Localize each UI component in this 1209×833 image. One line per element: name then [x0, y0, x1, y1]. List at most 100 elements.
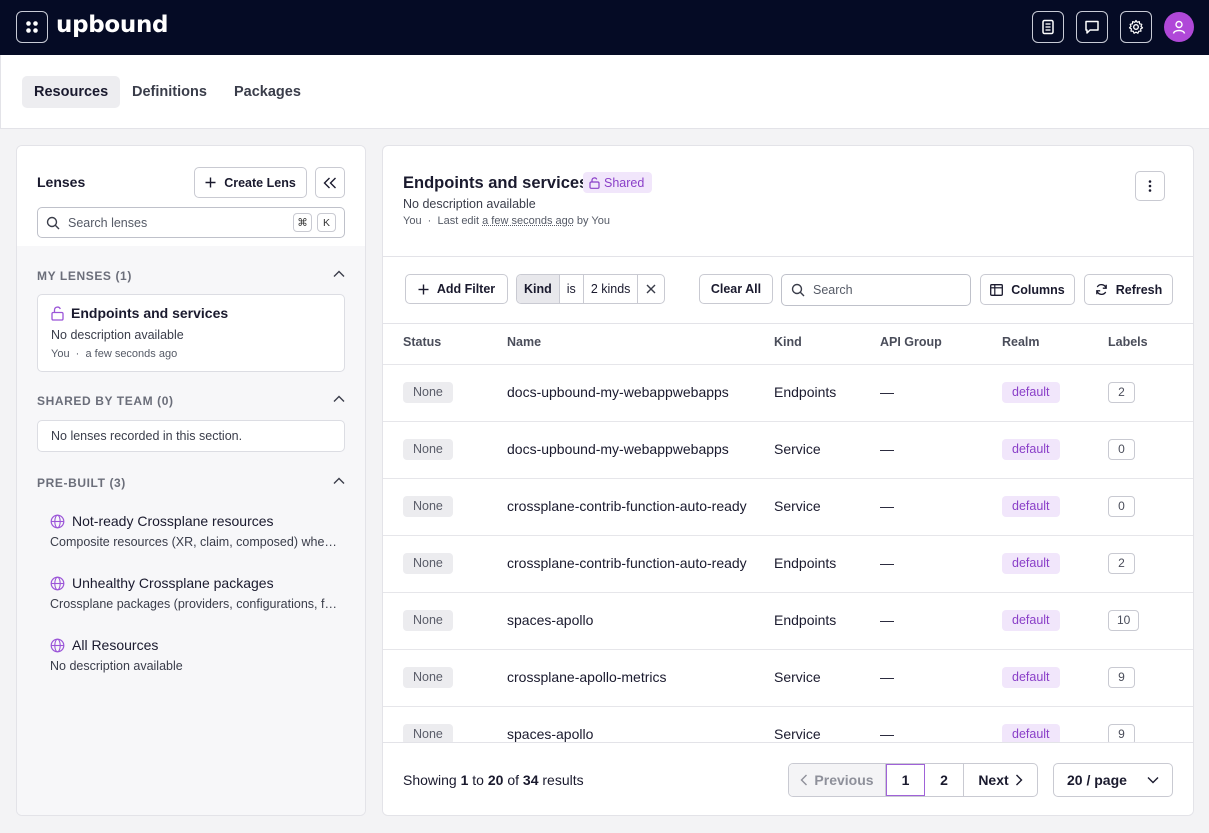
plus-icon — [418, 284, 429, 294]
resource-name[interactable]: spaces-apollo — [507, 726, 594, 742]
apps-menu-button[interactable] — [16, 11, 48, 43]
lenses-title: Lenses — [37, 174, 86, 190]
search-lenses-input[interactable]: Search lenses ⌘ K — [37, 207, 345, 238]
page-1-button[interactable]: 1 — [886, 764, 925, 796]
labels-count-badge[interactable]: 2 — [1108, 553, 1135, 574]
labels-count-badge[interactable]: 0 — [1108, 439, 1135, 460]
resource-kind: Endpoints — [774, 612, 837, 628]
chevron-up-icon[interactable] — [332, 474, 346, 488]
last-editor: You — [591, 215, 610, 227]
view-options-button[interactable] — [1135, 171, 1165, 201]
prebuilt-lens-description: Composite resources (XR, claim, composed… — [50, 535, 340, 549]
tab-packages[interactable]: Packages — [234, 84, 301, 100]
realm-badge: default — [1002, 382, 1060, 403]
shared-by-team-heading: SHARED BY TEAM (0) — [37, 394, 174, 408]
search-icon — [46, 216, 60, 229]
lens-item-time: a few seconds ago — [85, 348, 178, 360]
table-row[interactable]: None spaces-apollo Service — default 9 — [383, 706, 1193, 763]
status-badge: None — [403, 439, 453, 460]
kind-filter-chip[interactable]: Kind is 2 kinds — [516, 274, 666, 304]
pre-built-heading: PRE-BUILT (3) — [37, 476, 126, 490]
column-header-kind[interactable]: Kind — [774, 335, 802, 349]
chevron-down-icon — [1147, 777, 1159, 784]
page-size-value: 20 / page — [1067, 772, 1127, 788]
resource-name[interactable]: docs-upbound-my-webappwebapps — [507, 441, 729, 457]
column-header-labels[interactable]: Labels — [1108, 335, 1148, 349]
resource-name[interactable]: spaces-apollo — [507, 612, 594, 628]
showing-label: Showing — [403, 772, 457, 788]
refresh-button[interactable]: Refresh — [1084, 274, 1173, 305]
chevron-up-icon[interactable] — [332, 267, 346, 281]
resource-name[interactable]: crossplane-contrib-function-auto-ready — [507, 498, 747, 514]
filter-operator[interactable]: is — [560, 275, 584, 303]
realm-badge: default — [1002, 610, 1060, 631]
resource-api-group: — — [880, 669, 894, 685]
globe-icon — [50, 514, 65, 529]
pagination-controls: Previous 1 2 Next — [788, 763, 1038, 797]
table-row[interactable]: None crossplane-apollo-metrics Service —… — [383, 649, 1193, 706]
resource-name[interactable]: crossplane-apollo-metrics — [507, 669, 667, 685]
column-header-status[interactable]: Status — [403, 335, 442, 349]
chat-icon — [1085, 20, 1099, 34]
labels-count-badge[interactable]: 2 — [1108, 382, 1135, 403]
table-row[interactable]: None docs-upbound-my-webappwebapps Endpo… — [383, 364, 1193, 421]
table-search-placeholder: Search — [813, 283, 853, 297]
search-icon — [791, 283, 805, 297]
remove-filter-button[interactable] — [638, 275, 664, 303]
globe-icon — [50, 576, 65, 591]
columns-icon — [990, 283, 1004, 296]
tab-resources[interactable]: Resources — [22, 76, 121, 108]
clear-all-button[interactable]: Clear All — [699, 274, 773, 304]
results-label: results — [542, 772, 584, 788]
resource-view-panel: Endpoints and services Shared No descrip… — [382, 145, 1194, 816]
resource-api-group: — — [880, 498, 894, 514]
tab-definitions[interactable]: Definitions — [132, 84, 207, 100]
filter-field[interactable]: Kind — [517, 275, 560, 303]
status-badge: None — [403, 667, 453, 688]
feedback-button[interactable] — [1076, 11, 1108, 43]
unlock-icon — [51, 306, 64, 321]
lens-item-description: No description available — [51, 328, 184, 342]
resource-name[interactable]: crossplane-contrib-function-auto-ready — [507, 555, 747, 571]
prebuilt-lens-title: Not-ready Crossplane resources — [72, 513, 274, 529]
table-row[interactable]: None crossplane-contrib-function-auto-re… — [383, 478, 1193, 535]
labels-count-badge[interactable]: 10 — [1108, 610, 1140, 631]
columns-label: Columns — [1011, 282, 1065, 297]
collapse-panel-button[interactable] — [315, 167, 345, 198]
columns-button[interactable]: Columns — [980, 274, 1075, 305]
table-row[interactable]: None docs-upbound-my-webappwebapps Servi… — [383, 421, 1193, 478]
next-page-button[interactable]: Next — [964, 764, 1037, 796]
resource-api-group: — — [880, 555, 894, 571]
double-chevron-left-icon — [323, 177, 336, 188]
page-size-select[interactable]: 20 / page — [1053, 763, 1173, 797]
column-header-name[interactable]: Name — [507, 335, 542, 349]
section-tabs: Resources Definitions Packages — [0, 55, 1209, 129]
page-2-button[interactable]: 2 — [925, 764, 964, 796]
column-header-realm[interactable]: Realm — [1002, 335, 1040, 349]
chevron-up-icon[interactable] — [332, 392, 346, 406]
my-lenses-heading: MY LENSES (1) — [37, 269, 132, 283]
shared-badge: Shared — [583, 172, 653, 193]
docs-icon — [1042, 19, 1054, 35]
add-filter-button[interactable]: Add Filter — [405, 274, 508, 304]
table-row[interactable]: None crossplane-contrib-function-auto-re… — [383, 535, 1193, 592]
last-edit-label: Last edit — [437, 215, 480, 227]
docs-button[interactable] — [1032, 11, 1064, 43]
previous-page-button[interactable]: Previous — [789, 764, 886, 796]
column-header-api-group[interactable]: API Group — [880, 335, 942, 349]
apps-grid-icon — [26, 21, 38, 33]
resource-name[interactable]: docs-upbound-my-webappwebapps — [507, 384, 729, 400]
user-avatar[interactable] — [1164, 12, 1194, 42]
by-label: by — [576, 215, 589, 227]
table-search-input[interactable]: Search — [781, 274, 971, 306]
table-row[interactable]: None spaces-apollo Endpoints — default 1… — [383, 592, 1193, 649]
labels-count-badge[interactable]: 9 — [1108, 667, 1135, 688]
filter-value[interactable]: 2 kinds — [584, 275, 639, 303]
resource-kind: Service — [774, 726, 821, 742]
upbound-logo[interactable]: upbound — [56, 12, 169, 38]
settings-button[interactable] — [1120, 11, 1152, 43]
previous-label: Previous — [814, 772, 874, 788]
lens-item-endpoints-and-services[interactable]: Endpoints and services No description av… — [37, 294, 345, 372]
labels-count-badge[interactable]: 0 — [1108, 496, 1135, 517]
create-lens-button[interactable]: Create Lens — [194, 167, 307, 198]
